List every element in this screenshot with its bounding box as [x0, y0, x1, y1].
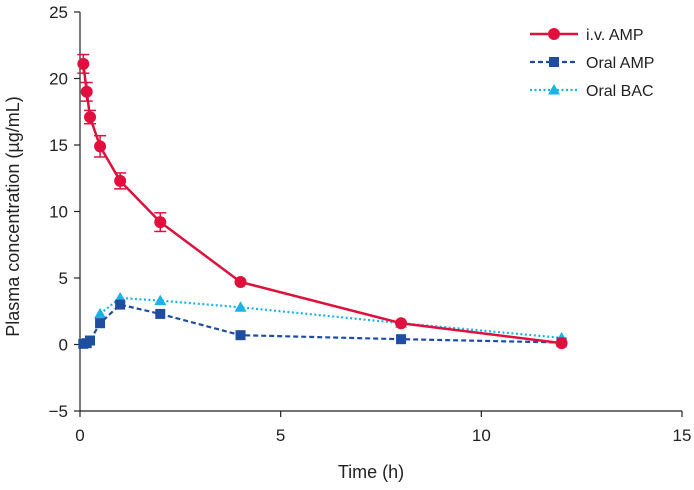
series-i-v-amp — [77, 53, 568, 350]
data-point — [84, 111, 97, 124]
y-tick-label: 25 — [49, 3, 68, 22]
legend: i.v. AMP Oral AMP Oral BAC — [530, 27, 654, 100]
x-tick-label: 10 — [472, 426, 491, 445]
series-layer — [77, 53, 568, 350]
data-point — [80, 85, 93, 98]
series-oral-amp — [78, 299, 567, 349]
y-axis-title: Plasma concentration (µg/mL) — [3, 96, 23, 336]
x-tick-label: 15 — [673, 426, 692, 445]
data-point — [154, 216, 167, 229]
series-line — [83, 303, 562, 345]
data-point — [85, 335, 96, 346]
data-point — [396, 334, 407, 345]
data-point — [395, 317, 408, 330]
data-point — [234, 275, 247, 288]
y-tick-label: 0 — [59, 336, 68, 355]
legend-swatch-marker — [549, 57, 559, 67]
y-tick-label: −5 — [49, 402, 68, 421]
data-point — [94, 140, 107, 153]
series-line — [82, 63, 562, 345]
x-axis-title: Time (h) — [338, 462, 404, 482]
x-tick-label: 5 — [276, 426, 285, 445]
data-point — [235, 330, 246, 341]
legend-label: Oral AMP — [586, 55, 654, 72]
data-point — [155, 308, 166, 319]
data-point — [94, 307, 107, 319]
legend-swatch-marker — [548, 84, 560, 95]
legend-item: Oral BAC — [530, 83, 654, 100]
x-tick-label: 0 — [75, 426, 84, 445]
data-point — [555, 337, 568, 350]
legend-label: i.v. AMP — [586, 27, 644, 44]
legend-swatch-marker — [548, 28, 560, 40]
legend-item: Oral AMP — [530, 55, 654, 72]
axes: −5 0 5 10 15 20 25 0 5 10 15 — [49, 3, 692, 445]
data-point — [114, 174, 127, 187]
y-tick-label: 20 — [49, 70, 68, 89]
data-point — [115, 299, 126, 310]
legend-label: Oral BAC — [586, 83, 654, 100]
data-point — [77, 57, 90, 70]
legend-item: i.v. AMP — [530, 27, 644, 44]
data-point — [234, 301, 247, 312]
data-point — [154, 294, 167, 306]
y-tick-label: 5 — [59, 269, 68, 288]
y-tick-label: 10 — [49, 203, 68, 222]
data-point — [95, 318, 106, 329]
y-tick-label: 15 — [49, 136, 68, 155]
